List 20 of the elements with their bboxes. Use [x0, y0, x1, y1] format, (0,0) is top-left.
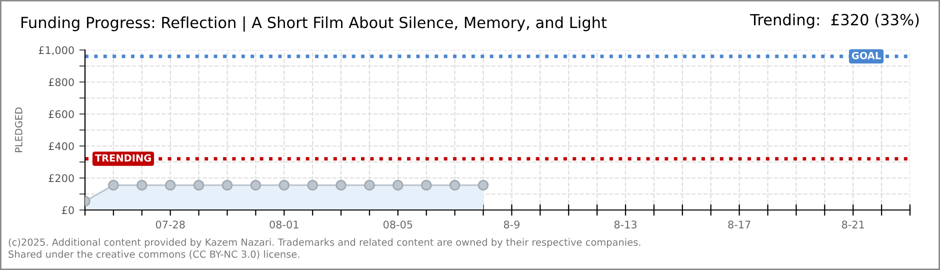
- x-tick-label: 8-13: [614, 220, 637, 228]
- y-tick-label: £1,000: [38, 46, 74, 56]
- text: (c)2025. Additional content provided by Kazem Nazari. Trademarks and related content are owned by their respective companies.: [8, 238, 640, 248]
- y-tick-label: £400: [48, 142, 74, 150]
- x-tick-label: 08-05: [383, 220, 412, 228]
- x-tick-label: 08-01: [270, 220, 298, 228]
- chart-subtitle: Trending: £320 (33%): [750, 14, 919, 28]
- y-tick-label: £800: [48, 78, 74, 86]
- y-tick-label: £200: [48, 174, 74, 182]
- ref-line-label: GOAL: [852, 52, 881, 60]
- y-tick-label: £0: [62, 206, 74, 214]
- y-tick-label: £600: [48, 110, 74, 118]
- ref-line-label: TRENDING: [94, 154, 151, 162]
- x-tick-label: 8-21: [842, 220, 864, 228]
- x-tick-label: 07-28: [156, 220, 185, 228]
- x-tick-label: 8-17: [728, 220, 750, 228]
- text: Shared under the creative commons (CC BY-NC 3.0) license.: [8, 250, 300, 259]
- y-axis-title: PLEDGED: [15, 108, 22, 152]
- chart-title: Funding Progress: Reflection | A Short Film About Silence, Memory, and Light: [22, 16, 607, 32]
- x-tick-label: 8-9: [504, 220, 520, 228]
